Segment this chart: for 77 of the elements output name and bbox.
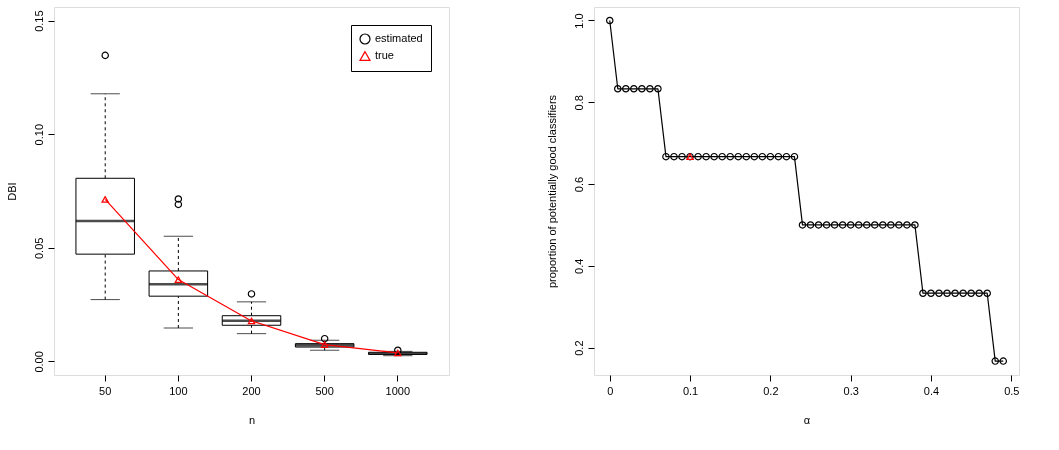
point	[879, 221, 887, 229]
point	[678, 152, 686, 161]
point	[871, 221, 879, 229]
point	[991, 357, 999, 365]
point	[694, 152, 702, 161]
point	[742, 152, 751, 161]
x-tick-label: 200	[242, 384, 261, 397]
point	[726, 152, 734, 161]
x-tick-label: 0.5	[1004, 384, 1020, 397]
point	[838, 221, 847, 229]
point	[862, 221, 871, 229]
point	[903, 221, 911, 229]
y-tick-label: 0.6	[572, 176, 585, 193]
point	[622, 85, 630, 93]
point	[782, 152, 791, 161]
point	[911, 221, 919, 229]
point	[718, 152, 726, 161]
y-tick-label: 0.2	[572, 340, 585, 356]
point	[959, 289, 967, 297]
y-tick-label: 0.4	[572, 258, 585, 274]
point	[927, 289, 935, 297]
point	[895, 221, 903, 229]
y-tick-label: 0.15	[32, 10, 45, 32]
x-axis-title: α	[803, 413, 811, 426]
point	[790, 152, 799, 161]
y-tick-label: 0.00	[32, 351, 45, 373]
x-tick-label: 100	[169, 384, 188, 397]
legend-label: estimated	[375, 32, 423, 44]
point	[710, 152, 718, 161]
point	[638, 85, 646, 93]
point	[670, 152, 678, 161]
point	[750, 152, 759, 161]
point	[854, 221, 863, 229]
x-tick-label: 0.1	[682, 384, 699, 397]
point	[814, 221, 823, 229]
y-tick-label: 0.10	[32, 124, 45, 146]
point	[975, 289, 983, 297]
x-tick-label: 0.3	[843, 384, 859, 397]
point	[734, 152, 742, 161]
point	[774, 152, 783, 161]
x-axis-title: n	[248, 413, 256, 426]
x-tick-label: 500	[315, 384, 334, 397]
y-tick-label: 0.05	[32, 237, 45, 259]
y-axis-title: proportion of potentially good classifiers	[545, 94, 558, 289]
point	[646, 85, 654, 93]
point	[247, 317, 256, 325]
point	[174, 276, 183, 283]
point	[614, 85, 622, 93]
point	[654, 85, 662, 93]
point	[702, 152, 710, 161]
point	[758, 152, 767, 161]
point	[320, 341, 329, 348]
point	[943, 289, 951, 297]
x-tick-label: 0.2	[763, 384, 779, 397]
x-tick-label: 1000	[385, 384, 411, 397]
point	[662, 152, 670, 161]
point	[798, 221, 807, 229]
y-tick-label: 1.0	[572, 13, 585, 29]
point	[806, 221, 815, 229]
point	[830, 221, 839, 229]
point	[919, 289, 927, 297]
point	[887, 221, 895, 229]
point	[983, 289, 991, 297]
point	[967, 289, 975, 297]
x-tick-label: 50	[99, 384, 112, 397]
y-tick-label: 0.8	[572, 95, 585, 111]
point	[951, 289, 959, 297]
x-tick-label: 0.4	[923, 384, 940, 397]
y-axis-title: DBI	[5, 182, 18, 201]
point	[846, 221, 855, 229]
point	[766, 152, 775, 161]
point	[935, 289, 943, 297]
x-tick-label: 0	[607, 384, 614, 397]
legend-label: true	[375, 49, 394, 61]
point	[630, 85, 638, 93]
point	[822, 221, 831, 229]
point	[101, 196, 109, 203]
